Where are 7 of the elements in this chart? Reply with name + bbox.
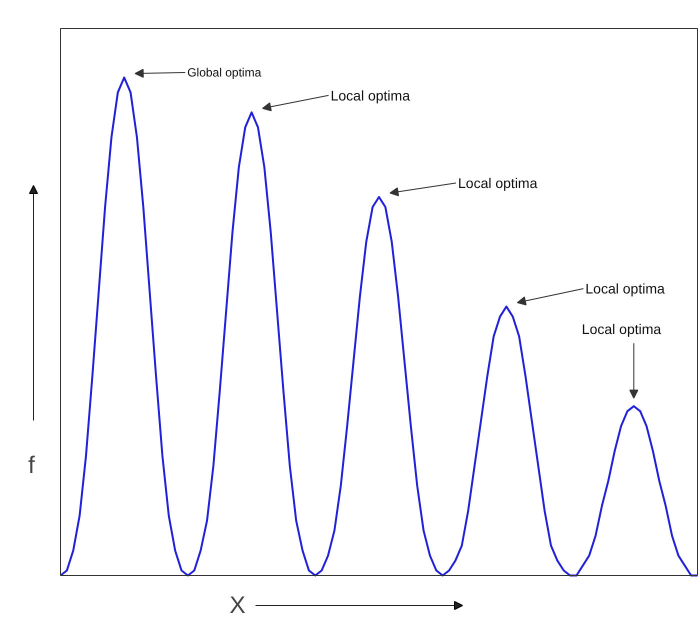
y-axis-title: f	[28, 452, 36, 479]
x-axis-title: X	[229, 592, 246, 619]
annotation: Local optima	[458, 175, 538, 192]
annotation: Local optima	[582, 321, 662, 338]
annotation: Local optima	[330, 87, 410, 104]
annotation: Global optima	[187, 66, 262, 80]
annotation: Local optima	[585, 280, 665, 297]
